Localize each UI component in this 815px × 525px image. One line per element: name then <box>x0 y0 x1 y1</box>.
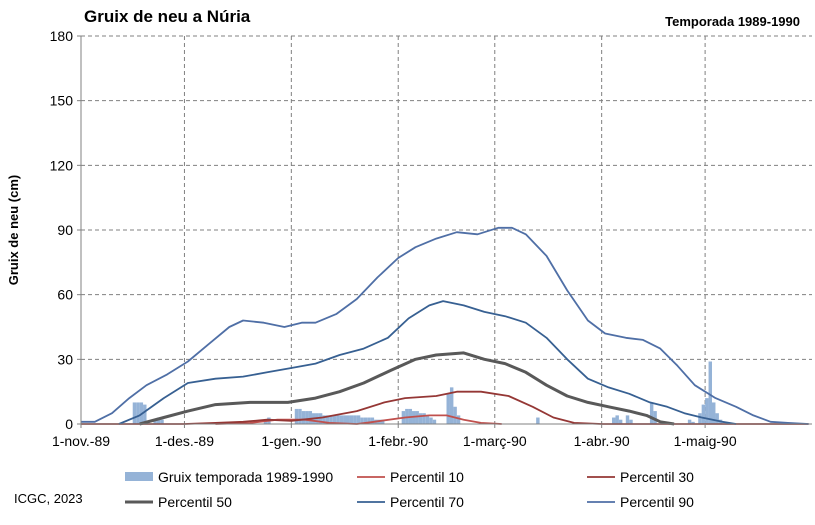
snow-depth-bar <box>449 387 454 424</box>
snow-depth-bar <box>329 415 333 424</box>
snow-depth-bar <box>712 402 716 424</box>
snow-depth-bar <box>349 415 354 424</box>
legend-label: Percentil 10 <box>390 469 464 485</box>
snow-depth-bar <box>432 419 437 424</box>
y-tick-label: 60 <box>57 287 73 303</box>
snow-depth-bar <box>343 415 347 424</box>
x-tick-label: 1-nov.-89 <box>52 433 110 449</box>
legend-label: Percentil 30 <box>620 469 694 485</box>
percentile-lines <box>81 226 809 426</box>
snow-depth-bar <box>615 415 619 424</box>
snow-depth-bar <box>691 421 695 424</box>
legend-swatch <box>125 472 153 481</box>
legend-label: Percentil 90 <box>620 494 694 510</box>
snow-depth-bar <box>536 417 540 424</box>
snow-depth-bar <box>649 402 654 424</box>
y-tick-label: 0 <box>65 416 73 432</box>
series-line-percentil-70 <box>118 300 737 425</box>
snow-depth-bar <box>301 411 306 424</box>
snow-depth-bar <box>363 417 368 424</box>
snow-depth-bar <box>698 413 702 424</box>
series-line-percentil-90 <box>81 226 809 425</box>
snow-depth-bar <box>653 411 657 424</box>
snow-depth-bar <box>336 415 340 424</box>
snow-depth-bar <box>339 415 344 424</box>
snow-depth-bar <box>318 413 323 424</box>
y-tick-labels: 0 30 60 90 120 150 180 <box>50 28 74 432</box>
snow-depth-bar <box>298 408 302 424</box>
credit-text: ICGC, 2023 <box>14 491 83 506</box>
snow-depth-bar <box>456 415 461 424</box>
snow-depth-bar <box>380 419 385 424</box>
legend-label: Percentil 70 <box>390 494 464 510</box>
x-tick-label: 1-març-90 <box>463 433 527 449</box>
x-tick-label: 1-des.-89 <box>155 433 214 449</box>
snow-depth-bar <box>705 398 709 424</box>
snow-depth-bar <box>294 408 299 424</box>
x-tick-labels: 1-nov.-89 1-des.-89 1-gen.-90 1-febr.-90 1-m… <box>52 433 737 449</box>
snow-depth-bar <box>308 411 313 424</box>
snow-depth-bar <box>160 419 164 424</box>
snow-depth-bar <box>629 419 633 424</box>
snow-depth-bar <box>429 417 433 424</box>
snow-depth-bar <box>156 417 161 424</box>
snow-depth-bar <box>453 406 457 424</box>
x-tick-label: 1-febr.-90 <box>368 433 428 449</box>
snow-depth-bar <box>422 413 426 424</box>
snow-depth-bar <box>356 415 361 424</box>
snow-depth-bar <box>370 417 375 424</box>
snow-depth-bar <box>325 415 330 424</box>
chart-title: Gruix de neu a Núria <box>84 7 251 26</box>
snow-depth-bar <box>132 402 137 424</box>
snow-depth-bar <box>708 361 713 424</box>
snow-depth-bar <box>153 419 157 424</box>
snow-depth-bar <box>353 415 357 424</box>
snow-depth-bar <box>715 413 719 424</box>
snow-depth-bar <box>136 402 140 424</box>
snow-depth-bar <box>687 419 692 424</box>
snow-depth-bar <box>618 419 623 424</box>
snow-depth-bar <box>701 404 706 424</box>
y-tick-label: 90 <box>57 222 73 238</box>
snow-depth-bar <box>625 415 630 424</box>
y-tick-label: 30 <box>57 351 73 367</box>
y-tick-label: 180 <box>50 28 74 44</box>
grid-lines <box>81 35 812 424</box>
series-line-percentil-30 <box>81 390 809 425</box>
legend-label: Gruix temporada 1989-1990 <box>158 469 333 485</box>
axes <box>77 35 812 428</box>
snow-depth-bar <box>143 404 147 424</box>
snow-depth-bar <box>418 413 423 424</box>
x-tick-label: 1-abr.-90 <box>574 433 630 449</box>
chart-subtitle: Temporada 1989-1990 <box>665 14 800 29</box>
legend-label: Percentil 50 <box>158 494 232 510</box>
snow-depth-bar <box>367 417 371 424</box>
y-tick-label: 120 <box>50 157 74 173</box>
snow-depth-bar <box>322 415 326 424</box>
legend: Gruix temporada 1989-1990 Percentil 10 Per… <box>125 469 694 510</box>
x-tick-label: 1-maig-90 <box>674 433 737 449</box>
series-line-percentil-50 <box>139 351 675 426</box>
y-tick-label: 150 <box>50 93 74 109</box>
snow-depth-bar <box>305 411 309 424</box>
snow-depth-bars <box>132 361 723 424</box>
y-axis-label: Gruix de neu (cm) <box>6 175 21 286</box>
snow-depth-bar <box>425 415 430 424</box>
snow-depth-bar <box>360 417 364 424</box>
snow-depth-bar <box>332 415 337 424</box>
snow-depth-bar <box>415 411 419 424</box>
x-tick-label: 1-gen.-90 <box>261 433 321 449</box>
snow-depth-bar <box>612 417 616 424</box>
snow-depth-bar <box>346 415 350 424</box>
snow-depth-bar <box>446 393 450 424</box>
